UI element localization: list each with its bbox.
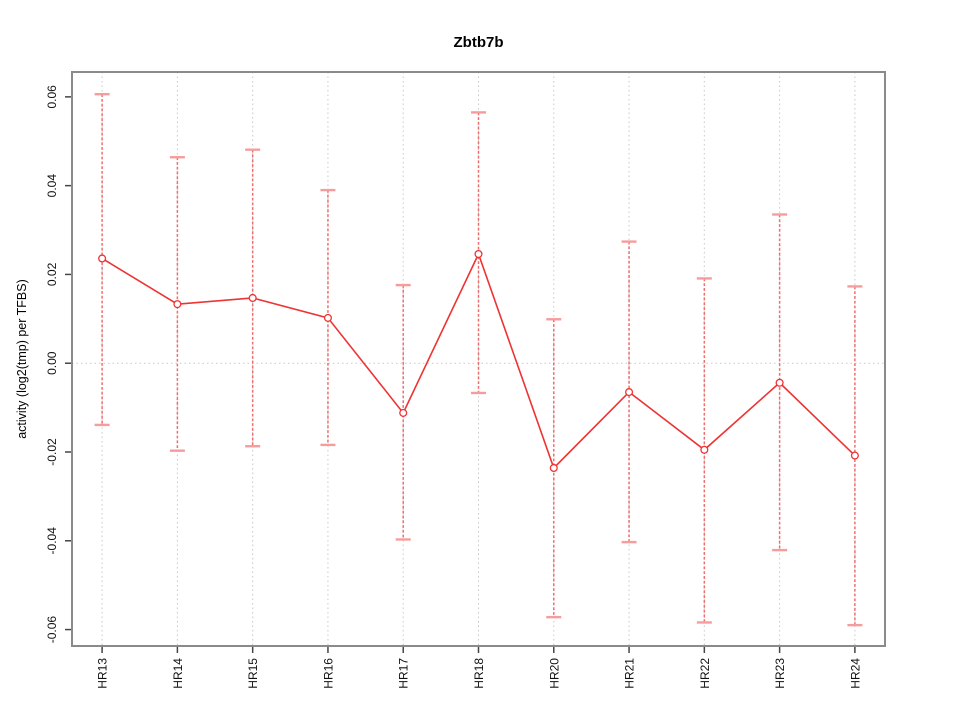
- plot-area: -0.06 -0.04 -0.02 0.00 0.02 0.04 0.06 HR13 HR14 H…: [45, 71, 886, 689]
- data-point-marker: [700, 445, 709, 454]
- x-tick-label: HR23: [773, 658, 787, 689]
- x-tick-label: HR18: [472, 658, 486, 689]
- x-tick-label: HR13: [96, 658, 110, 689]
- y-axis-label: activity (log2(tmp) per TFBS): [15, 279, 29, 439]
- y-tick-label: -0.02: [45, 438, 59, 466]
- data-point-marker: [248, 293, 257, 303]
- data-point-marker: [775, 378, 784, 387]
- x-tick-label: HR20: [547, 658, 561, 689]
- data-point-marker: [549, 463, 558, 473]
- x-tick-label: HR15: [246, 658, 260, 689]
- y-tick-label: 0.00: [45, 351, 59, 375]
- data-point-marker: [173, 300, 182, 309]
- plot-border: [71, 71, 886, 647]
- x-tick-label: HR14: [171, 658, 185, 689]
- y-tick-label: -0.04: [45, 527, 59, 555]
- data-point-marker: [98, 254, 107, 263]
- y-tick-label: -0.06: [45, 616, 59, 644]
- data-point-marker: [323, 313, 332, 322]
- data-point-marker: [474, 249, 483, 259]
- x-tick-label: HR22: [698, 658, 712, 689]
- y-tick-label: 0.04: [45, 174, 59, 198]
- data-point-marker: [850, 451, 859, 460]
- y-tick-label: 0.06: [45, 85, 59, 109]
- x-tick-label: HR24: [848, 658, 862, 689]
- x-tick-label: HR17: [397, 658, 411, 689]
- data-point-marker: [399, 408, 408, 417]
- chart-title: Zbtb7b: [454, 34, 504, 51]
- x-tick-label: HR21: [623, 658, 637, 689]
- data-point-marker: [625, 388, 634, 397]
- x-tick-label: HR16: [321, 658, 335, 689]
- y-tick-label: 0.02: [45, 262, 59, 286]
